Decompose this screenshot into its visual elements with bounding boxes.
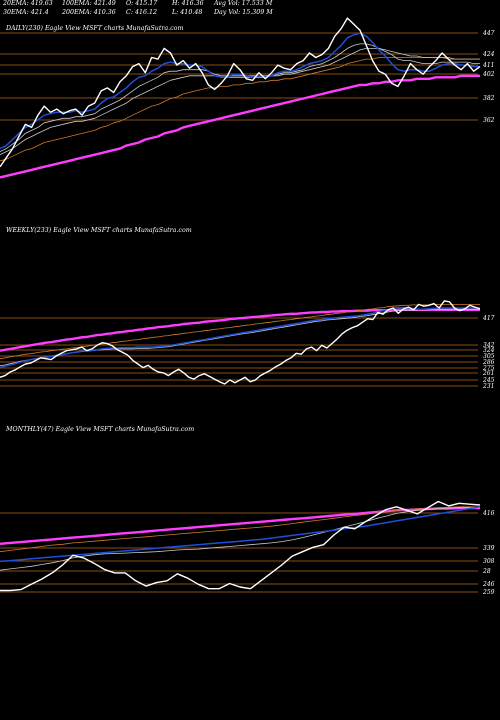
weekly-tick-label: 286 — [482, 359, 495, 366]
daily-tick-label: 362 — [483, 117, 495, 124]
weekly-tick-label: 275 — [482, 365, 495, 372]
daily-price-line — [0, 17, 481, 168]
monthly-tick-label: 339 — [483, 545, 495, 552]
header-100ema: 100EMA: 421.49 — [62, 0, 116, 7]
header-20ema: 20EMA: 419.63 — [3, 0, 53, 7]
monthly-ema-slow-line — [0, 506, 480, 545]
weekly-tick-label: 231 — [482, 383, 494, 390]
monthly-tick-label: 28 — [482, 568, 491, 575]
daily-tick-label: 411 — [482, 62, 494, 69]
daily-tick-label: 447 — [482, 30, 495, 37]
weekly-ema-slow-line — [0, 308, 480, 352]
monthly-price-line — [0, 500, 481, 592]
monthly-tick-label: 308 — [483, 558, 495, 565]
daily-ema-orange-line — [0, 57, 480, 162]
header-30ema: 30EMA: 421.4 — [3, 9, 49, 16]
header-open: O: 415.17 — [126, 0, 158, 7]
weekly-tick-label: 324 — [483, 347, 495, 354]
header-low: L: 410.48 — [172, 9, 203, 16]
monthly-tick-label: 416 — [482, 510, 495, 517]
header-200ema: 200EMA: 410.36 — [62, 9, 116, 16]
daily-ema-fast-line — [0, 32, 480, 150]
daily-ema-mid-line — [0, 43, 480, 152]
monthly-tick-label: 259 — [482, 589, 495, 596]
weekly-chart-title: WEEKLY(233) Eagle View MSFT charts Munaf… — [6, 227, 192, 234]
weekly-price-line — [0, 300, 481, 385]
weekly-ema-fast-line — [0, 306, 480, 369]
daily-chart-title: DAILY(230) Eagle View MSFT charts Munafa… — [6, 25, 184, 32]
monthly-ema-orange-line — [0, 506, 480, 553]
header-day-vol: Day Vol: 15.309 M — [214, 9, 273, 16]
daily-chart: 447 424 411 402 382 362 — [0, 17, 495, 179]
weekly-ema-orange-line — [0, 303, 480, 360]
weekly-tick-label: 342 — [483, 342, 495, 349]
monthly-tick-label: 246 — [482, 581, 495, 588]
daily-tick-label: 402 — [482, 71, 495, 78]
header-close: C: 416.12 — [126, 9, 157, 16]
daily-tick-label: 424 — [482, 51, 495, 58]
weekly-tick-label: 261 — [482, 370, 494, 377]
weekly-tick-label: 245 — [482, 377, 495, 384]
monthly-ema-fast-line — [0, 506, 481, 563]
daily-ema-slow-line — [0, 74, 480, 179]
weekly-tick-label: 417 — [482, 315, 495, 322]
header-high: H: 416.36 — [172, 0, 204, 7]
weekly-tick-label: 305 — [483, 353, 495, 360]
daily-tick-label: 382 — [483, 95, 495, 102]
daily-ema-mid-line — [0, 48, 480, 156]
header-avg-vol: Avg Vol: 17.533 M — [214, 0, 273, 7]
monthly-chart-title: MONTHLY(47) Eagle View MSFT charts Munaf… — [6, 426, 195, 433]
